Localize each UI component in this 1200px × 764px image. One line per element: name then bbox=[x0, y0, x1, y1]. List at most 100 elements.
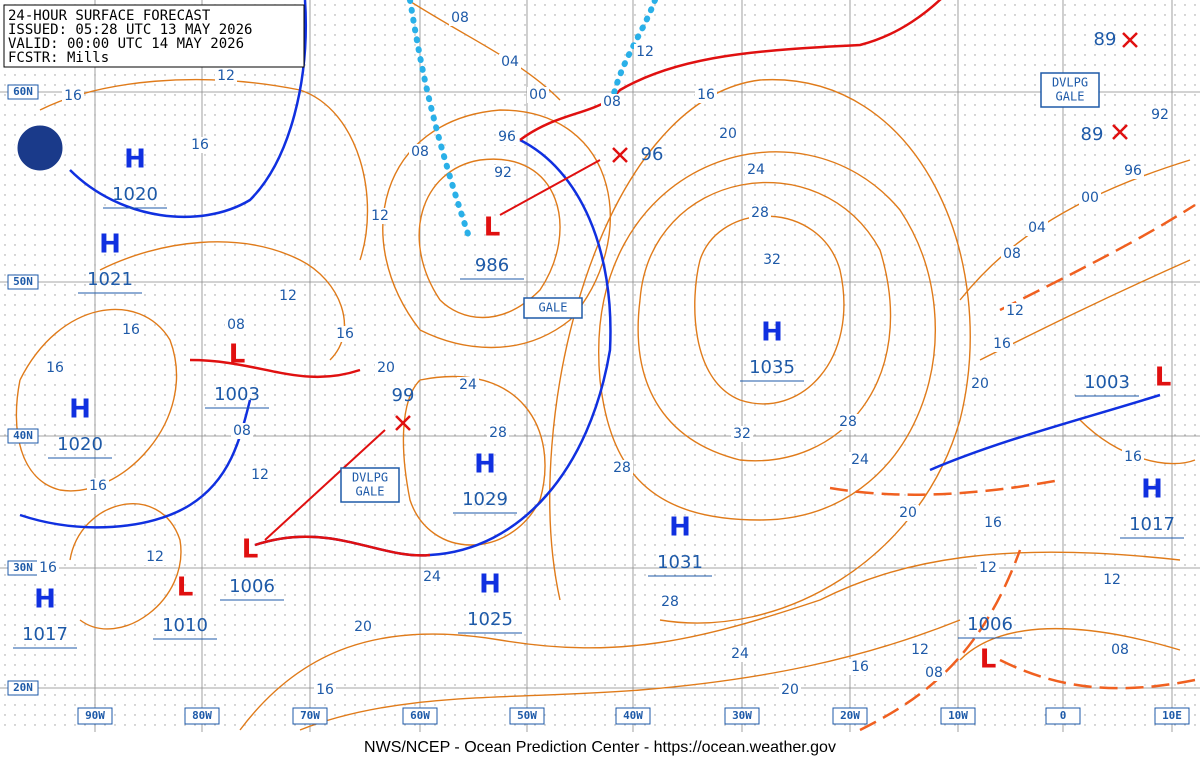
isobar-label: 16 bbox=[64, 88, 82, 104]
annotation-text: DVLPG bbox=[1052, 76, 1088, 90]
annotation-box bbox=[1040, 72, 1100, 108]
annotation-box bbox=[523, 297, 583, 319]
isobar-label-bg bbox=[849, 659, 871, 675]
lon-label-box bbox=[940, 707, 976, 725]
high-pressure: 1031 bbox=[657, 552, 703, 573]
isobar-label: 12 bbox=[251, 467, 269, 483]
isobar-label: 24 bbox=[851, 452, 869, 468]
isobar-label-bg bbox=[277, 288, 299, 304]
lon-label-box bbox=[402, 707, 438, 725]
forecast-x bbox=[612, 147, 628, 163]
footer-band bbox=[0, 732, 1200, 764]
isobar-label-bg bbox=[369, 208, 391, 224]
isobar-label: 20 bbox=[781, 682, 799, 698]
isobar-label-bg bbox=[1001, 246, 1023, 262]
isobar-label: 20 bbox=[971, 376, 989, 392]
footer: NWS/NCEP - Ocean Prediction Center - htt… bbox=[364, 739, 836, 756]
lat-label: 30N bbox=[13, 561, 33, 574]
high-pressure: 1020 bbox=[57, 434, 103, 455]
isobar-label: 24 bbox=[459, 377, 477, 393]
isobar-label: 24 bbox=[747, 162, 765, 178]
isobar-label-bg bbox=[1079, 190, 1101, 206]
lon-label: 20W bbox=[840, 709, 860, 722]
isobar-label: 08 bbox=[925, 665, 943, 681]
high-symbol: H bbox=[761, 318, 783, 348]
isobar-label: 08 bbox=[451, 10, 469, 26]
header-line: VALID: 00:00 UTC 14 MAY 2026 bbox=[8, 36, 244, 52]
isobar-label: 20 bbox=[354, 619, 372, 635]
high-symbol: H bbox=[1141, 475, 1163, 505]
annotation-text: GALE bbox=[539, 301, 568, 315]
high-symbol: H bbox=[474, 450, 496, 480]
low-symbol: L bbox=[980, 645, 997, 675]
isobar-label: 96 bbox=[498, 129, 516, 145]
header-box bbox=[3, 4, 305, 68]
lon-label-box bbox=[509, 707, 545, 725]
isobar-label-bg bbox=[375, 360, 397, 376]
isobar-label: 16 bbox=[39, 560, 57, 576]
low-symbol: L bbox=[229, 340, 246, 370]
isobar-label-bg bbox=[352, 619, 374, 635]
lon-label-box bbox=[1045, 707, 1081, 725]
lat-label: 60N bbox=[13, 85, 33, 98]
isobar-label: 12 bbox=[1103, 572, 1121, 588]
high-pressure: 1035 bbox=[749, 357, 795, 378]
fronts bbox=[19, 0, 1196, 732]
isobar-label-bg bbox=[977, 560, 999, 576]
isobars bbox=[15, 0, 1196, 731]
high-pressure: 1017 bbox=[1129, 514, 1175, 535]
lon-label: 10E bbox=[1162, 709, 1182, 722]
isobar-label: 28 bbox=[613, 460, 631, 476]
isobar-label-bg bbox=[601, 94, 623, 110]
high-pressure: 1029 bbox=[462, 489, 508, 510]
lat-label-box bbox=[7, 428, 39, 444]
isobar-label-bg bbox=[231, 423, 253, 439]
isobar-label: 92 bbox=[1151, 107, 1169, 123]
isobar-label: 04 bbox=[501, 54, 519, 70]
graticule bbox=[0, 0, 1200, 732]
isobar-label: 12 bbox=[1006, 303, 1024, 319]
isobar-label: 92 bbox=[494, 165, 512, 181]
high-pressure: 1025 bbox=[467, 609, 513, 630]
isobar-label-bg bbox=[144, 549, 166, 565]
low-pressure: 1010 bbox=[162, 615, 208, 636]
isobar-label: 16 bbox=[1124, 449, 1142, 465]
header-line: FCSTR: Mills bbox=[8, 50, 109, 66]
isobar-label-bg bbox=[982, 515, 1004, 531]
high-symbol: H bbox=[124, 145, 146, 175]
high-pressure: 1017 bbox=[22, 624, 68, 645]
lon-label: 50W bbox=[517, 709, 537, 722]
isobar-label: 16 bbox=[316, 682, 334, 698]
lon-label: 0 bbox=[1060, 709, 1067, 722]
isobar-label-bg bbox=[969, 376, 991, 392]
lon-label-box bbox=[184, 707, 220, 725]
isobar-label-bg bbox=[1026, 220, 1048, 236]
isobar-label: 04 bbox=[1028, 220, 1046, 236]
isobar-label-bg bbox=[496, 129, 518, 145]
header-line: ISSUED: 05:28 UTC 13 MAY 2026 bbox=[8, 22, 252, 38]
lat-label: 20N bbox=[13, 681, 33, 694]
isobar-label: 16 bbox=[191, 137, 209, 153]
forecast-pressure: 89 bbox=[1081, 124, 1104, 145]
lon-label: 90W bbox=[85, 709, 105, 722]
lon-label-box bbox=[1154, 707, 1190, 725]
isobar-label-bg bbox=[487, 425, 509, 441]
isobar-label-bg bbox=[634, 44, 656, 60]
isobar-label: 12 bbox=[217, 68, 235, 84]
forecast-x bbox=[1112, 124, 1128, 140]
isobar-label-bg bbox=[849, 452, 871, 468]
lat-label: 40N bbox=[13, 429, 33, 442]
isobar-label-bg bbox=[492, 165, 514, 181]
isobar-label-bg bbox=[1122, 449, 1144, 465]
isobar-label: 08 bbox=[233, 423, 251, 439]
forecast-pressure: 99 bbox=[392, 385, 415, 406]
isobar-label: 12 bbox=[146, 549, 164, 565]
high-symbol: H bbox=[669, 513, 691, 543]
isobar-label-bg bbox=[215, 68, 237, 84]
isobar-label-bg bbox=[1101, 572, 1123, 588]
isobar-label: 28 bbox=[751, 205, 769, 221]
isobar-label: 12 bbox=[279, 288, 297, 304]
high-symbol: H bbox=[99, 230, 121, 260]
lon-label: 40W bbox=[623, 709, 643, 722]
isobar-label-bg bbox=[837, 414, 859, 430]
